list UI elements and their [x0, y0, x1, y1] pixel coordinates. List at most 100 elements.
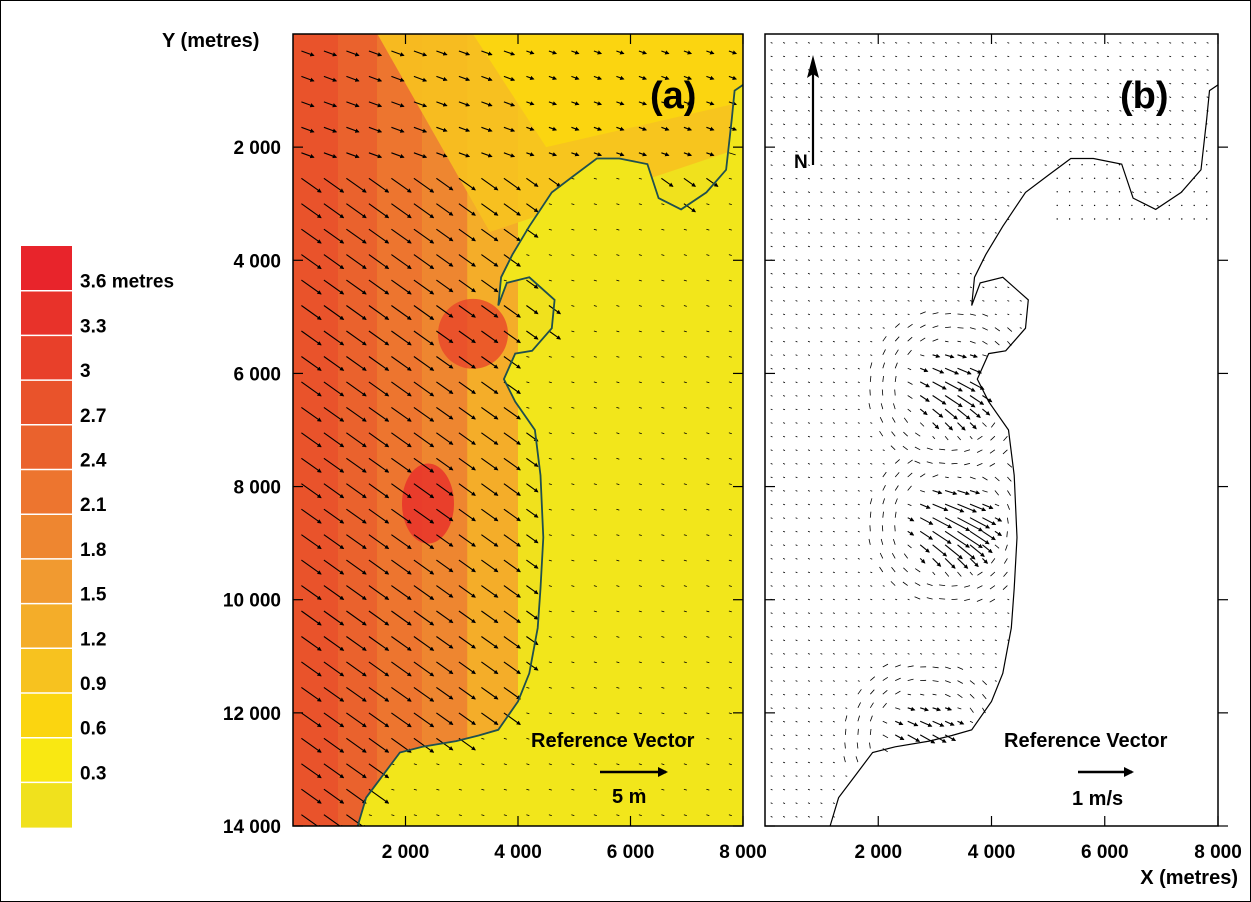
current-vector [832, 653, 835, 655]
current-vector [969, 367, 983, 374]
current-vector [795, 232, 798, 234]
current-vector [857, 612, 860, 614]
wave-vector [616, 152, 625, 157]
current-vector [807, 177, 811, 180]
wave-vector [593, 814, 597, 816]
current-vector [957, 164, 960, 166]
current-vector [1131, 55, 1134, 58]
current-vector [1119, 55, 1122, 58]
current-vector [832, 205, 835, 207]
current-vector [932, 312, 939, 315]
current-vector [944, 272, 948, 275]
current-vector [870, 422, 873, 424]
current-vector [882, 327, 885, 329]
wave-vector [503, 763, 507, 766]
current-vector [994, 639, 997, 642]
current-vector [782, 205, 786, 207]
current-vector [907, 530, 915, 536]
current-vector [932, 395, 947, 405]
current-vector [870, 286, 873, 289]
wave-vector [413, 686, 435, 702]
current-vector [870, 653, 873, 655]
wave-vector [323, 75, 338, 82]
current-vector [795, 123, 798, 126]
wave-vector [346, 75, 360, 82]
current-vector [926, 597, 933, 600]
current-vector [869, 715, 873, 722]
current-vector [907, 665, 914, 668]
current-vector [920, 232, 923, 234]
wave-vector [346, 686, 367, 702]
wave-vector [548, 126, 558, 131]
current-vector [832, 395, 835, 397]
wave-vector [391, 356, 412, 371]
current-vector [832, 571, 835, 574]
wave-vector [661, 483, 665, 485]
current-vector [782, 612, 786, 614]
current-vector [1044, 137, 1047, 139]
wave-vector [616, 50, 625, 55]
current-vector [1019, 110, 1022, 112]
current-vector [820, 259, 823, 261]
wave-vector [368, 636, 390, 651]
current-vector [907, 485, 912, 491]
wave-vector [638, 737, 642, 740]
current-vector [770, 218, 773, 221]
current-vector [807, 205, 811, 207]
coastline-b [829, 84, 1218, 826]
current-vector [932, 325, 939, 328]
current-vector [957, 191, 960, 193]
current-vector [1156, 137, 1159, 139]
current-vector [1007, 110, 1010, 112]
current-vector [976, 449, 983, 453]
wave-vector [323, 152, 338, 159]
wave-vector [323, 686, 345, 702]
current-vector [807, 272, 811, 275]
current-vector [870, 69, 873, 71]
wave-vector [526, 407, 530, 409]
current-vector [870, 259, 873, 261]
current-vector [1156, 123, 1159, 126]
wave-vector [526, 763, 530, 766]
panel-b: 2 000 4 000 6 000 8 000 (b) N Reference Vec… [764, 33, 1242, 863]
current-vector [820, 720, 823, 723]
current-vector [845, 110, 848, 112]
wave-vector [413, 457, 435, 473]
wave-vector [593, 661, 597, 664]
current-vector [857, 490, 860, 492]
wave-vector [616, 407, 620, 409]
current-vector [869, 702, 874, 709]
current-vector [1131, 177, 1134, 180]
current-vector [1206, 55, 1209, 58]
current-vector [870, 205, 873, 207]
current-vector [994, 42, 997, 44]
current-vector [926, 461, 933, 464]
current-vector [1118, 164, 1121, 166]
current-vector [907, 69, 910, 71]
current-vector [957, 82, 960, 85]
wave-vector [706, 254, 710, 256]
legend-label: 2.4 [80, 451, 107, 472]
current-vector [832, 476, 835, 479]
current-vector [1002, 449, 1008, 455]
wave-vector [301, 330, 322, 346]
current-vector [894, 690, 901, 695]
current-vector [895, 96, 898, 98]
current-vector [820, 585, 823, 587]
current-vector [944, 706, 953, 711]
current-vector [1106, 96, 1110, 98]
wave-vector [728, 483, 732, 485]
current-vector [857, 544, 860, 546]
current-vector [832, 517, 835, 519]
wave-vector [683, 585, 687, 587]
wave-vector [481, 305, 499, 318]
current-vector [795, 205, 798, 207]
current-vector [994, 177, 997, 180]
wave-vector [728, 407, 732, 409]
current-vector [1007, 150, 1010, 153]
wave-vector [548, 279, 552, 282]
current-vector [770, 313, 773, 316]
current-vector [857, 476, 860, 479]
current-vector [907, 286, 910, 289]
current-vector [857, 715, 860, 722]
